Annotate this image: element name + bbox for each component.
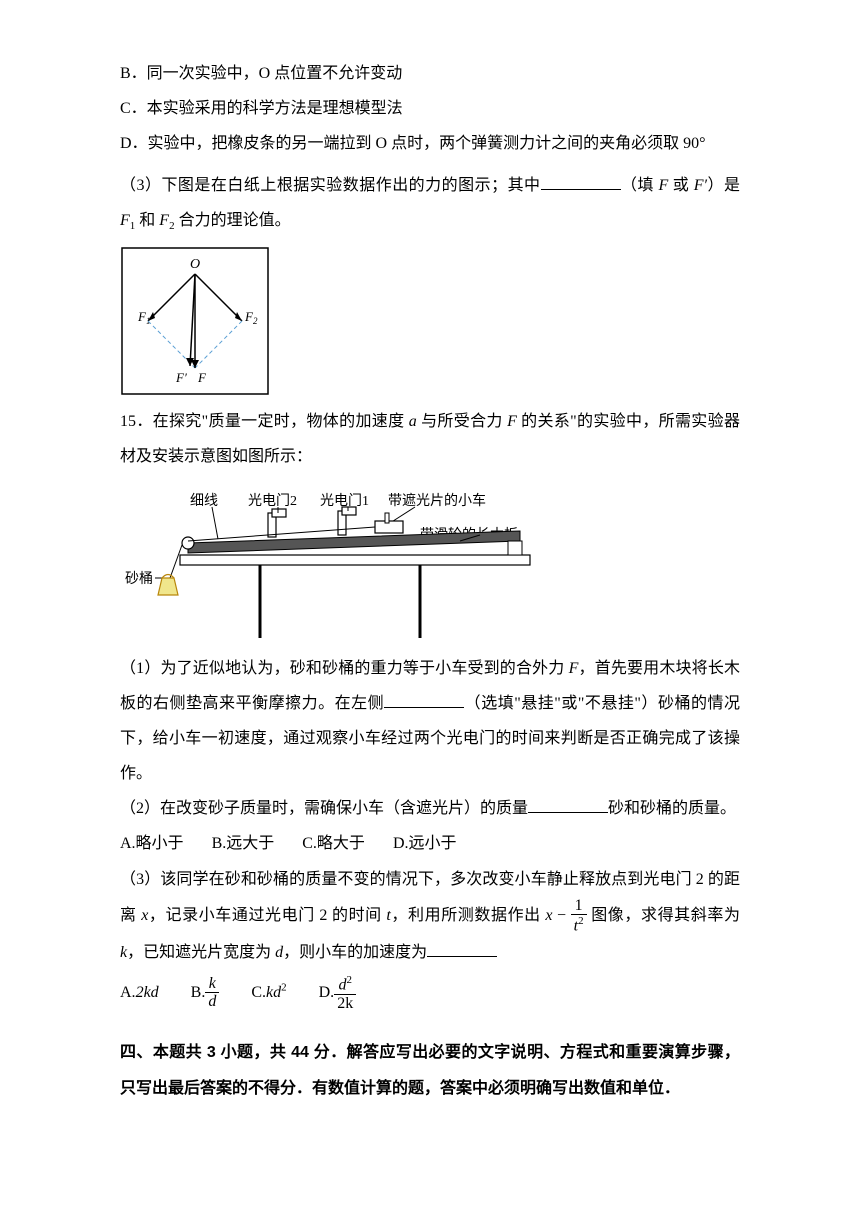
option-c[interactable]: C.略大于 bbox=[302, 835, 365, 852]
label-gate2: 光电门2 bbox=[248, 493, 297, 509]
var-Fprime: F′ bbox=[694, 177, 707, 194]
text: D．实验中，把橡皮条的另一端拉到 O 点时，两个弹簧测力计之间的夹角必须取 90… bbox=[120, 135, 706, 152]
sec4-text: 四、本题共 3 小题，共 44 分．解答应写出必要的文字说明、方程式和重要演算步… bbox=[120, 1044, 740, 1096]
p2b: 砂和砂桶的质量。 bbox=[608, 800, 736, 817]
text: C．本实验采用的科学方法是理想模型法 bbox=[120, 100, 403, 117]
option-d: D．实验中，把橡皮条的另一端拉到 O 点时，两个弹簧测力计之间的夹角必须取 90… bbox=[120, 126, 740, 161]
var-F2: F bbox=[159, 212, 169, 229]
q15-text: 15．在探究"质量一定时，物体的加速度 bbox=[120, 413, 409, 430]
q15-text-b: 与所受合力 bbox=[417, 413, 507, 430]
var-F1: F bbox=[120, 212, 130, 229]
var-a: a bbox=[409, 413, 417, 430]
section-4-title: 四、本题共 3 小题，共 44 分．解答应写出必要的文字说明、方程式和重要演算步… bbox=[120, 1035, 740, 1105]
var-d: d bbox=[275, 944, 283, 961]
frac-1-t2: 1t2 bbox=[571, 897, 587, 936]
q3-text-b: （填 bbox=[621, 177, 659, 194]
p1a: （1）为了近似地认为，砂和砂桶的重力等于小车受到的合外力 bbox=[120, 660, 569, 677]
option-b[interactable]: B.kd bbox=[191, 984, 220, 1001]
p3c: ，利用所测数据作出 bbox=[391, 907, 546, 924]
label-bucket: 砂桶 bbox=[125, 571, 153, 587]
part-2: （2）在改变砂子质量时，需确保小车（含遮光片）的质量 砂和砂桶的质量。 bbox=[120, 791, 740, 826]
q3-text-e: 和 bbox=[139, 212, 159, 229]
p3e: ，已知遮光片宽度为 bbox=[127, 944, 275, 961]
part-3: （3）该同学在砂和砂桶的质量不变的情况下，多次改变小车静止释放点到光电门 2 的… bbox=[120, 862, 740, 971]
option-d[interactable]: D.远小于 bbox=[393, 835, 457, 852]
option-a[interactable]: A.略小于 bbox=[120, 835, 184, 852]
label-O: O bbox=[190, 257, 200, 272]
sub1: 1 bbox=[130, 220, 136, 232]
text: B．同一次实验中，O 点位置不允许变动 bbox=[120, 65, 402, 82]
part-3-options: A.2kd B.kd C.kd2 D.d22k bbox=[120, 971, 740, 1016]
option-c: C．本实验采用的科学方法是理想模型法 bbox=[120, 91, 740, 126]
q3-text-f: 合力的理论值。 bbox=[175, 212, 291, 229]
blank-field[interactable] bbox=[528, 797, 608, 813]
label-F: F bbox=[197, 370, 207, 385]
question-15: 15．在探究"质量一定时，物体的加速度 a 与所受合力 F 的关系"的实验中，所… bbox=[120, 404, 740, 474]
var-F: F bbox=[569, 660, 579, 677]
label-car: 带遮光片的小车 bbox=[388, 492, 486, 509]
var-F: F bbox=[507, 413, 517, 430]
option-b[interactable]: B.远大于 bbox=[212, 835, 275, 852]
q3-text-a: （3）下图是在白纸上根据实验数据作出的力的图示；其中 bbox=[120, 177, 541, 194]
blank-field[interactable] bbox=[541, 174, 621, 190]
figure-experiment-setup: 细线 光电门2 光电门1 带遮光片的小车 带滑轮的长木板 砂桶 bbox=[120, 483, 740, 643]
option-b: B．同一次实验中，O 点位置不允许变动 bbox=[120, 56, 740, 91]
var-x2: x bbox=[545, 907, 552, 924]
blank-field[interactable] bbox=[427, 941, 497, 957]
p3d: 图像，求得其斜率为 bbox=[587, 907, 740, 924]
option-d[interactable]: D.d22k bbox=[319, 984, 357, 1001]
p3b: ，记录小车通过光电门 2 的时间 bbox=[148, 907, 386, 924]
question-3: （3）下图是在白纸上根据实验数据作出的力的图示；其中（填 F 或 F′）是 F1… bbox=[120, 168, 740, 239]
figure-force-diagram: O F1 F2 F′ F bbox=[120, 246, 740, 396]
part-1: （1）为了近似地认为，砂和砂桶的重力等于小车受到的合外力 F，首先要用木块将长木… bbox=[120, 651, 740, 792]
label-xian: 细线 bbox=[190, 493, 218, 509]
option-a[interactable]: A.2kd bbox=[120, 984, 159, 1001]
part-2-options: A.略小于 B.远大于 C.略大于 D.远小于 bbox=[120, 826, 740, 861]
p2a: （2）在改变砂子质量时，需确保小车（含遮光片）的质量 bbox=[120, 800, 528, 817]
option-c[interactable]: C.kd2 bbox=[251, 984, 286, 1001]
label-Fprime: F′ bbox=[175, 370, 187, 385]
blank-field[interactable] bbox=[384, 692, 464, 708]
q3-text-c: 或 bbox=[668, 177, 693, 194]
p3f: ，则小车的加速度为 bbox=[283, 944, 427, 961]
q3-text-d: ）是 bbox=[707, 177, 740, 194]
var-F: F bbox=[658, 177, 668, 194]
